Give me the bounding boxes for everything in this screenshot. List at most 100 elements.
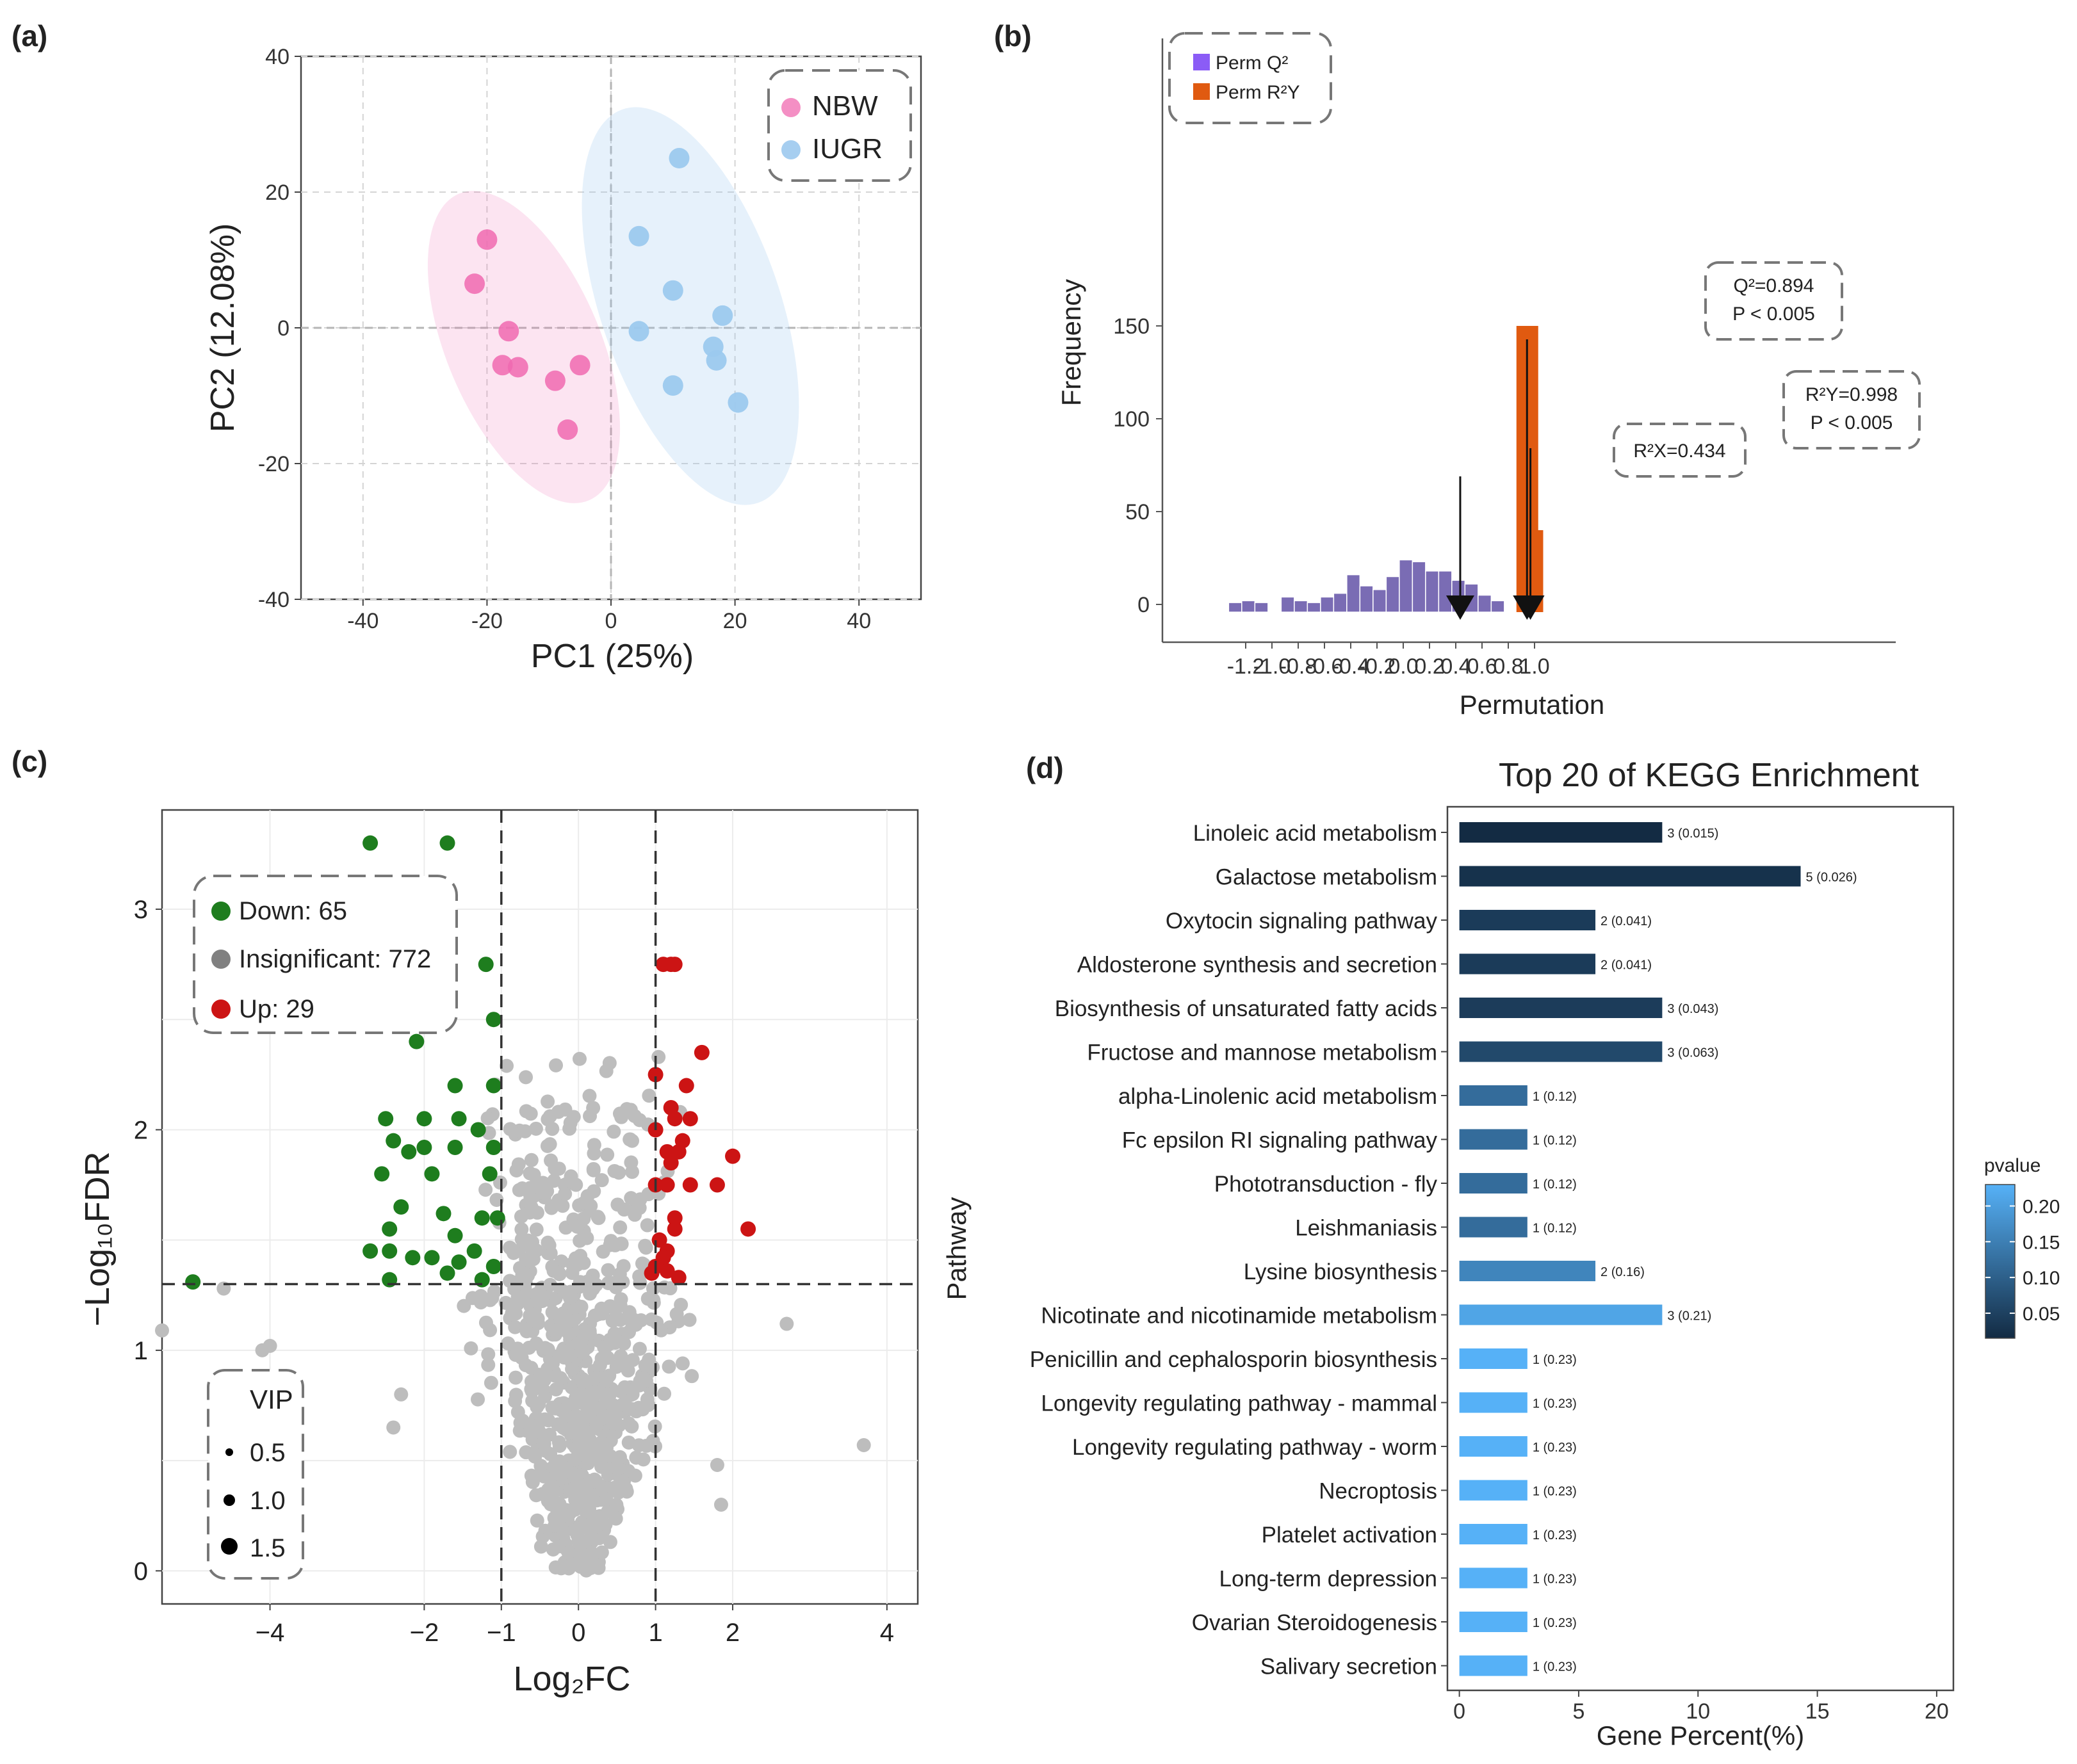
kegg-bar-label: 1 (0.23) [1533, 1353, 1577, 1367]
insignificant-point [514, 1222, 529, 1237]
legend-down-label: Down: 65 [239, 897, 347, 925]
insignificant-point [535, 1293, 550, 1308]
legend-perm-r2y-swatch [1193, 83, 1210, 100]
perm-x-tick-label: 0.8 [1493, 654, 1523, 679]
insignificant-point [548, 1401, 563, 1416]
kegg-pathway-label: Ovarian Steroidogenesis [1192, 1610, 1437, 1635]
perm-y-ticks: 150 100 50 0 [1113, 314, 1162, 617]
insignificant-point [599, 1373, 614, 1388]
down-point [378, 1111, 394, 1127]
vip-legend-box [207, 1369, 304, 1580]
vip-size-large-label: 1.5 [250, 1534, 286, 1562]
insignificant-point [589, 1418, 604, 1433]
insignificant-point [594, 1545, 609, 1560]
insignificant-point [632, 1341, 647, 1356]
insignificant-point [529, 1222, 544, 1237]
insignificant-point [594, 1459, 609, 1474]
vip-size-medium-marker [224, 1494, 235, 1506]
insignificant-point [562, 1484, 577, 1499]
legend-perm-q2-label: Perm Q² [1216, 53, 1288, 74]
kegg-bar [1459, 1348, 1527, 1369]
down-point [478, 957, 494, 973]
insignificant-point [526, 1307, 541, 1322]
insignificant-point [527, 1179, 542, 1194]
insignificant-point [503, 1444, 517, 1459]
kegg-bar-label: 2 (0.041) [1601, 959, 1652, 973]
nbw-point [464, 273, 485, 295]
kegg-x-tick-label: 0 [1453, 1699, 1465, 1724]
insignificant-point [601, 1263, 615, 1277]
down-point [474, 1210, 490, 1226]
up-point [671, 1270, 687, 1286]
perm-annotation-arrowhead [1516, 595, 1545, 620]
insignificant-point [563, 1115, 578, 1130]
insignificant-point [591, 1210, 605, 1224]
insignificant-point [510, 1297, 525, 1311]
kegg-bar [1459, 1612, 1527, 1632]
up-point [659, 1263, 675, 1279]
perm-x-tick-label: 0.2 [1414, 654, 1444, 679]
kegg-bar-label: 1 (0.23) [1533, 1573, 1577, 1587]
kegg-bars: Linoleic acid metabolism 3 (0.015) Galacto… [1030, 821, 1857, 1679]
kegg-bar [1459, 1129, 1527, 1150]
insignificant-point [541, 1112, 555, 1127]
perm-q2-bar [1478, 594, 1492, 613]
nbw-point [476, 229, 498, 250]
insignificant-point [532, 1424, 546, 1439]
insignificant-point [685, 1369, 699, 1384]
volcano-y-ticks: 3 2 1 0 [134, 896, 162, 1585]
kegg-pathway-label: Salivary secretion [1260, 1655, 1437, 1679]
down-point [424, 1166, 440, 1182]
insignificant-point [682, 1313, 697, 1327]
nbw-point [544, 370, 566, 391]
insignificant-point [627, 1108, 642, 1123]
insignificant-point [506, 1245, 521, 1260]
down-point [409, 1033, 425, 1049]
kegg-bar [1459, 1655, 1527, 1676]
insignificant-point [554, 1561, 569, 1576]
perm-y-tick-label: 100 [1113, 407, 1150, 432]
kegg-bar [1459, 953, 1596, 975]
insignificant-point [575, 1520, 590, 1535]
pca-x-label: PC1 (25%) [531, 638, 694, 675]
perm-q2-bar [1333, 592, 1348, 613]
volcano-y-tick-label: 1 [134, 1337, 148, 1365]
kegg-x-tick-label: 5 [1572, 1699, 1584, 1724]
kegg-bar [1459, 1304, 1663, 1325]
pca-points [464, 148, 749, 440]
insignificant-point [500, 1058, 514, 1073]
kegg-bar [1459, 1085, 1527, 1106]
perm-annotation-text: P < 0.005 [1732, 303, 1815, 325]
volcano-x-label: Log₂FC [513, 1660, 630, 1698]
insignificant-point [558, 1309, 573, 1323]
insignificant-point [481, 1347, 496, 1362]
up-point [725, 1148, 741, 1164]
insignificant-point [508, 1320, 523, 1334]
panel-label-c: (c) [12, 745, 47, 778]
legend-insignificant-label: Insignificant: 772 [239, 945, 431, 973]
kegg-bar-label: 1 (0.23) [1533, 1660, 1577, 1674]
insignificant-point [509, 1388, 523, 1402]
perm-q2-bar [1372, 589, 1387, 613]
insignificant-point [617, 1380, 632, 1395]
perm-y-tick-label: 0 [1137, 593, 1150, 617]
down-point [489, 1210, 505, 1226]
perm-annotation-box [1613, 423, 1747, 478]
insignificant-point [713, 1498, 728, 1512]
legend-iugr-marker [781, 140, 801, 159]
kegg-pathway-label: Linoleic acid metabolism [1193, 821, 1437, 846]
perm-q2-bar [1438, 570, 1453, 613]
insignificant-point [611, 1485, 626, 1500]
insignificant-point [394, 1387, 409, 1402]
insignificant-point [574, 1299, 589, 1314]
perm-q2-bar [1320, 596, 1335, 613]
insignificant-point [596, 1244, 610, 1259]
insignificant-point [601, 1409, 615, 1423]
insignificant-point [517, 1124, 532, 1138]
insignificant-point [613, 1313, 628, 1327]
insignificant-point [576, 1195, 591, 1210]
insignificant-point [561, 1546, 576, 1560]
insignificant-point [631, 1438, 646, 1453]
nbw-point [557, 419, 578, 440]
